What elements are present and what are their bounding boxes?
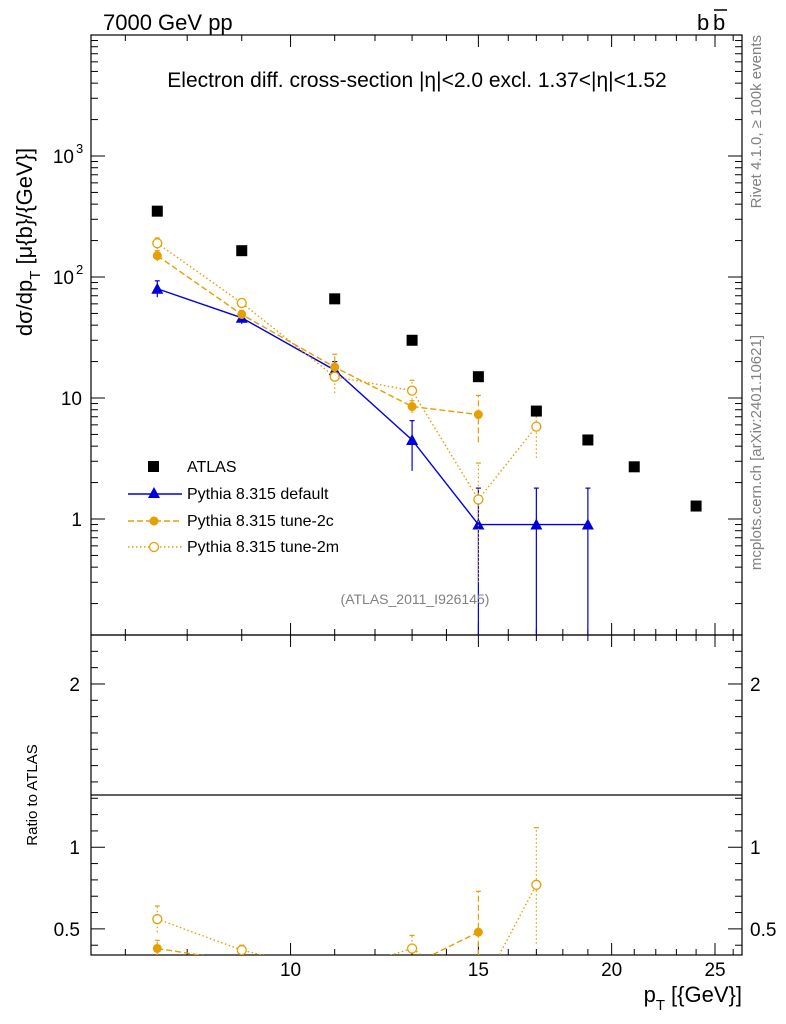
point-pythia-8-315-tune-2c [473,410,483,420]
legend-label-tune-2m: Pythia 8.315 tune-2m [187,539,339,556]
legend-label-atlas: ATLAS [187,459,237,476]
data-point-atlas [530,405,542,417]
point-pythia-8-315-tune-2m [473,494,484,505]
ratio-y-tick-label-right: 0.5 [750,920,776,941]
ratio-point-pythia-8-315-tune-2m [152,913,163,925]
data-point-atlas [690,500,702,512]
point-pythia-8-315-tune-2m [152,238,163,249]
y-axis-label-unit: [μ{b}/{GeV}] [12,148,37,265]
analysis-tag: (ATLAS_2011_I926145) [341,591,490,607]
data-point-atlas [329,293,341,305]
ratio-y-tick-label-right: 1 [750,838,761,859]
x-tick-label: 20 [601,960,622,981]
series-line-pythia-8-315-tune-2c [156,255,479,416]
rivet-version-label: Rivet 4.1.0, ≥ 100k events [748,35,765,208]
point-pythia-8-315-default [472,518,485,530]
x-axis-label-main: p [644,982,656,1007]
svg-text:dσ/dpT[μ{b}/{GeV}]: dσ/dpT [μ{b}/{GeV}] [12,148,44,336]
y-axis-label: dσ/dpT [μ{b}/{GeV}] [12,148,44,336]
x-axis-label: pT [{GeV}] [644,982,742,1014]
ratio-plot-area [91,794,742,999]
ratio-point-pythia-8-315-tune-2m [330,968,339,977]
chart-title: Electron diff. cross-section |η|<2.0 exc… [167,69,666,92]
ratio-point-pythia-8-315-tune-2c [152,943,162,953]
point-pythia-8-315-tune-2m [236,297,247,309]
point-pythia-8-315-tune-2c [407,402,417,412]
data-point-atlas [628,461,640,473]
legend-label-default: Pythia 8.315 default [187,486,329,503]
header-process-bar-label: b [713,10,725,35]
legend-label-tune-2c: Pythia 8.315 tune-2c [187,513,334,530]
y-tick-label: 10 [53,268,74,289]
mcplots-label: mcplots.cern.ch [arXiv:2401.10621] [748,335,765,570]
ratio-point-pythia-8-315-tune-2m [406,943,418,954]
ratio-point-pythia-8-315-tune-2m [236,944,247,955]
legend-marker-default [148,487,160,498]
point-pythia-8-315-default [581,518,594,530]
header-process-label: b [697,10,709,35]
data-point-atlas [582,434,594,446]
data-point-atlas [151,205,163,217]
ratio-point-pythia-8-315-tune-2m [474,990,483,999]
data-point-atlas [236,245,248,257]
point-pythia-8-315-tune-2m [329,371,340,382]
series-line-pythia-8-315-tune-2m [156,242,537,501]
point-pythia-8-315-default [151,282,164,294]
ratio-point-pythia-8-315-tune-2m [531,879,542,890]
legend-marker-tune-2c [149,516,159,526]
x-axis-label-unit: [{GeV}] [671,982,742,1007]
y-tick-label: 1 [71,510,82,531]
ratio-y-tick-label: 0.5 [54,920,80,941]
ratio-point-pythia-8-315-tune-2c [330,962,339,971]
ratio-y-tick-label: 1 [69,838,80,859]
x-tick-label: 25 [704,960,725,981]
y-axis-label-main: dσ/dp [12,280,37,336]
ratio-point-pythia-8-315-tune-2c [473,927,483,937]
data-point-atlas [472,371,484,383]
axis-ticks [91,35,742,955]
header-energy-label: 7000 GeV pp [103,10,233,35]
ratio-point-pythia-8-315-tune-2c [237,957,246,966]
y-tick-label: 10 [53,147,74,168]
main-plot-area [151,205,702,635]
legend-marker-atlas [148,461,159,472]
x-tick-label: 15 [468,960,489,981]
legend-marker-tune-2m [148,541,160,553]
y-tick-label: 10 [61,389,82,410]
point-pythia-8-315-tune-2m [406,385,418,396]
legend: ATLAS Pythia 8.315 default Pythia 8.315 … [128,459,339,556]
point-pythia-8-315-tune-2m [531,421,542,432]
x-axis-label-sub: T [656,997,665,1014]
x-tick-label: 10 [280,960,301,981]
ratio-y-tick-label: 2 [69,675,80,696]
ratio-line-pythia-8-315-tune-2c [157,931,479,955]
y-tick-label-exponent: 2 [76,262,83,277]
point-pythia-8-315-tune-2c [152,251,162,261]
y-tick-label-exponent: 3 [76,141,83,156]
ratio-y-axis-label: Ratio to ATLAS [24,744,41,845]
point-pythia-8-315-default [406,433,419,445]
ratio-y-tick-label-right: 2 [750,675,761,696]
point-pythia-8-315-tune-2c [237,309,247,319]
ratio-point-pythia-8-315-tune-2c [408,960,417,969]
point-pythia-8-315-default [530,518,543,530]
y-axis-label-sub: T [27,271,44,280]
data-point-atlas [406,334,418,346]
